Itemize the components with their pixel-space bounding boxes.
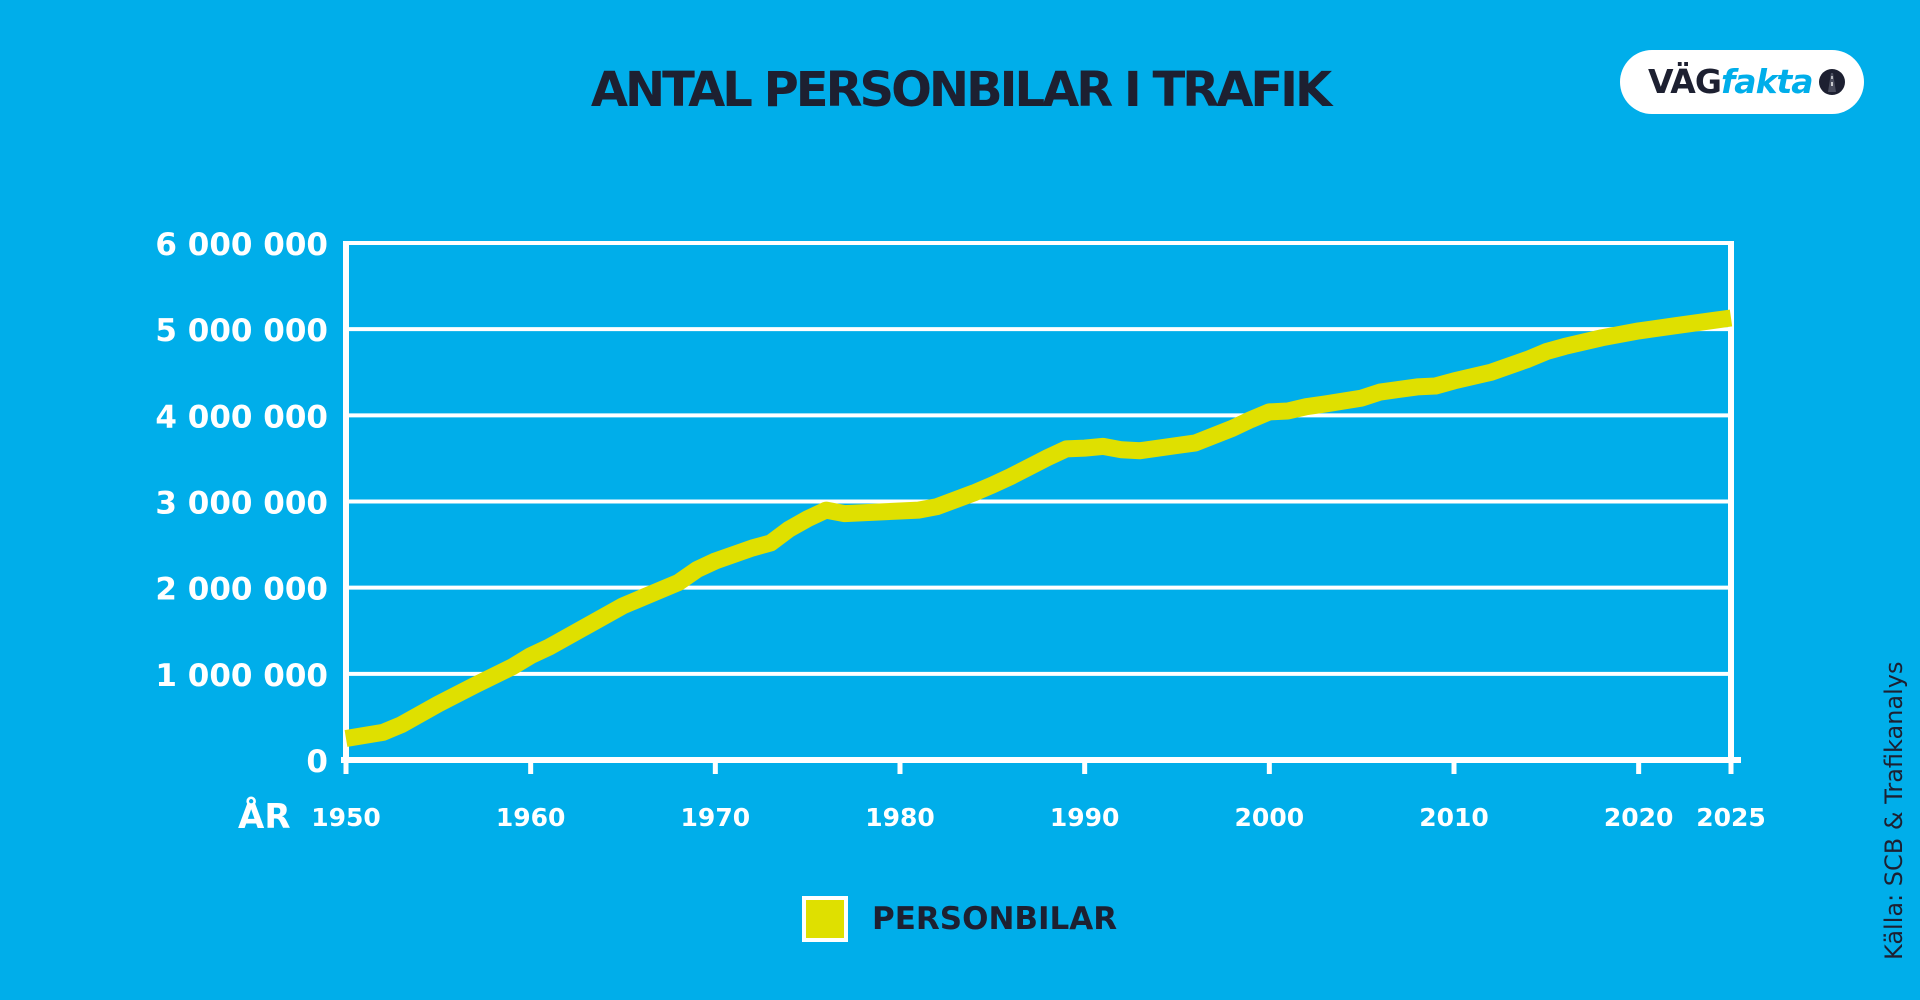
legend-swatch-personbilar (802, 896, 848, 942)
grid-lines (346, 241, 1731, 676)
x-tick-label: 2020 (1604, 803, 1674, 832)
road-icon (1819, 69, 1845, 95)
legend: PERSONBILAR (802, 896, 1117, 942)
x-tick-label: 1980 (865, 803, 935, 832)
x-tick-label: 1950 (311, 803, 381, 832)
y-tick-label: 2 000 000 (155, 572, 328, 608)
x-tick-label: 1990 (1050, 803, 1120, 832)
x-tick-label: 2025 (1696, 803, 1766, 832)
y-tick-label: 0 (306, 744, 328, 780)
chart-title: ANTAL PERSONBILAR I TRAFIK (590, 62, 1332, 118)
y-tick-label: 6 000 000 (155, 227, 328, 263)
y-tick-label: 5 000 000 (155, 313, 328, 349)
x-axis-label: ÅR (238, 796, 291, 837)
x-tick-label: 2010 (1419, 803, 1489, 832)
logo-text-vag: VÄG (1648, 62, 1722, 101)
x-tick-label: 1960 (496, 803, 566, 832)
axes (341, 241, 1741, 774)
logo-text-fakta: fakta (1720, 62, 1814, 101)
y-axis-tick-labels: 0 1 000 000 2 000 000 3 000 000 4 000 000 5 0… (155, 227, 328, 780)
y-tick-label: 4 000 000 (155, 399, 328, 435)
y-tick-label: 3 000 000 (155, 486, 328, 522)
source-note: Källa: SCB & Trafikanalys (1880, 661, 1908, 960)
series-line-personbilar (344, 309, 1733, 747)
legend-label-personbilar: PERSONBILAR (872, 901, 1118, 937)
x-tick-label: 1970 (681, 803, 751, 832)
vagfakta-logo: VÄGfakta (1620, 50, 1864, 114)
y-tick-label: 1 000 000 (155, 658, 328, 694)
x-tick-label: 2000 (1235, 803, 1305, 832)
x-axis-tick-labels: 1950 1960 1970 1980 1990 2000 2010 2020 2025 (311, 803, 1766, 832)
series-lines (344, 309, 1733, 747)
